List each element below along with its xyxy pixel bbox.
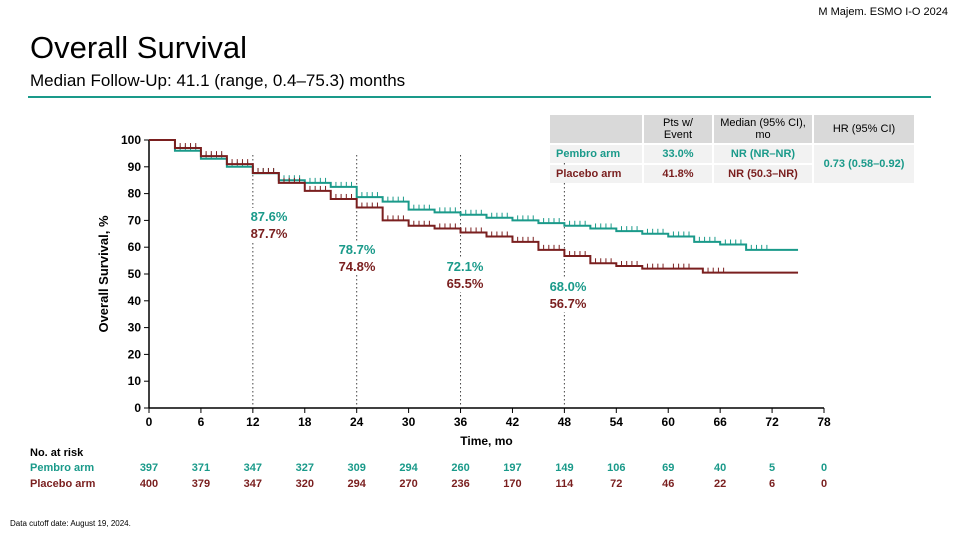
landmark-label-bg (333, 241, 381, 275)
x-tick-label: 30 (402, 415, 416, 429)
x-tick-label: 24 (350, 415, 364, 429)
landmark-label-bg (544, 278, 592, 312)
at-risk-count: 0 (821, 478, 827, 490)
y-tick-label: 0 (134, 401, 141, 415)
y-tick-label: 100 (121, 133, 141, 147)
row-median: NR (50.3–NR) (714, 165, 812, 183)
at-risk-title: No. at risk (30, 447, 84, 459)
at-risk-count: 106 (607, 462, 625, 474)
x-tick-label: 42 (506, 415, 520, 429)
at-risk-count: 347 (244, 478, 262, 490)
data-cutoff-note: Data cutoff date: August 19, 2024. (10, 519, 131, 528)
x-tick-label: 48 (558, 415, 572, 429)
at-risk-count: 40 (714, 462, 726, 474)
y-tick-label: 90 (128, 160, 142, 174)
page-subtitle: Median Follow-Up: 41.1 (range, 0.4–75.3)… (30, 71, 406, 90)
x-tick-label: 18 (298, 415, 312, 429)
at-risk-count: 46 (662, 478, 674, 490)
at-risk-count: 72 (610, 478, 622, 490)
row-arm: Placebo arm (550, 165, 642, 183)
at-risk-count: 260 (451, 462, 469, 474)
title-divider (28, 96, 931, 98)
at-risk-count: 69 (662, 462, 674, 474)
citation: M Majem. ESMO I-O 2024 (818, 6, 948, 18)
placebo-curve (149, 139, 799, 274)
landmark-label-bg (245, 208, 293, 242)
row-median: NR (NR–NR) (714, 145, 812, 163)
y-axis-label: Overall Survival, % (96, 215, 111, 333)
x-axis-label: Time, mo (460, 434, 512, 448)
x-tick-label: 60 (662, 415, 676, 429)
landmark-pembro-label: 72.1% (447, 259, 484, 274)
at-risk-count: 309 (348, 462, 366, 474)
at-risk-count: 0 (821, 462, 827, 474)
x-tick-label: 36 (454, 415, 468, 429)
landmark-pembro-label: 87.6% (251, 209, 288, 224)
header-hr: HR (95% CI) (814, 115, 914, 143)
page-title: Overall Survival (30, 30, 248, 65)
at-risk-count: 114 (556, 478, 575, 490)
at-risk-count: 294 (399, 462, 418, 474)
y-tick-label: 70 (128, 213, 142, 227)
at-risk-count: 327 (296, 462, 314, 474)
header-blank (550, 115, 642, 143)
y-tick-label: 60 (128, 240, 142, 254)
landmark-label-bg (441, 258, 489, 292)
at-risk-count: 170 (503, 478, 521, 490)
header-events: Pts w/ Event (644, 115, 712, 143)
x-tick-label: 54 (610, 415, 624, 429)
hr-value: 0.73 (0.58–0.92) (814, 145, 914, 183)
summary-table: Pts w/ Event Median (95% CI), mo HR (95%… (548, 113, 916, 185)
x-tick-label: 72 (765, 415, 779, 429)
at-risk-count: 371 (192, 462, 210, 474)
y-tick-label: 30 (128, 321, 142, 335)
at-risk-row-label: Pembro arm (30, 462, 94, 474)
at-risk-count: 5 (769, 462, 775, 474)
at-risk-count: 379 (192, 478, 210, 490)
at-risk-count: 6 (769, 478, 775, 490)
landmark-placebo-label: 65.5% (447, 276, 484, 291)
landmark-pembro-label: 68.0% (550, 279, 587, 294)
at-risk-count: 400 (140, 478, 158, 490)
row-events: 33.0% (644, 145, 712, 163)
at-risk-count: 270 (399, 478, 417, 490)
x-tick-label: 6 (198, 415, 205, 429)
y-tick-label: 20 (128, 347, 142, 361)
x-tick-label: 66 (713, 415, 727, 429)
at-risk-row-label: Placebo arm (30, 478, 96, 490)
x-tick-label: 78 (817, 415, 831, 429)
y-tick-label: 80 (128, 187, 142, 201)
header-median: Median (95% CI), mo (714, 115, 812, 143)
landmark-placebo-label: 87.7% (251, 226, 288, 241)
at-risk-count: 397 (140, 462, 158, 474)
at-risk-count: 22 (714, 478, 726, 490)
row-events: 41.8% (644, 165, 712, 183)
y-tick-label: 50 (128, 267, 142, 281)
y-tick-label: 10 (128, 374, 142, 388)
y-tick-label: 40 (128, 294, 142, 308)
row-arm: Pembro arm (550, 145, 642, 163)
at-risk-count: 320 (296, 478, 314, 490)
at-risk-count: 197 (503, 462, 521, 474)
landmark-placebo-label: 74.8% (339, 259, 376, 274)
at-risk-count: 294 (348, 478, 367, 490)
x-tick-label: 0 (146, 415, 153, 429)
at-risk-count: 149 (555, 462, 573, 474)
landmark-placebo-label: 56.7% (550, 296, 587, 311)
landmark-pembro-label: 78.7% (339, 242, 376, 257)
at-risk-count: 236 (451, 478, 469, 490)
at-risk-count: 347 (244, 462, 262, 474)
x-tick-label: 12 (246, 415, 260, 429)
